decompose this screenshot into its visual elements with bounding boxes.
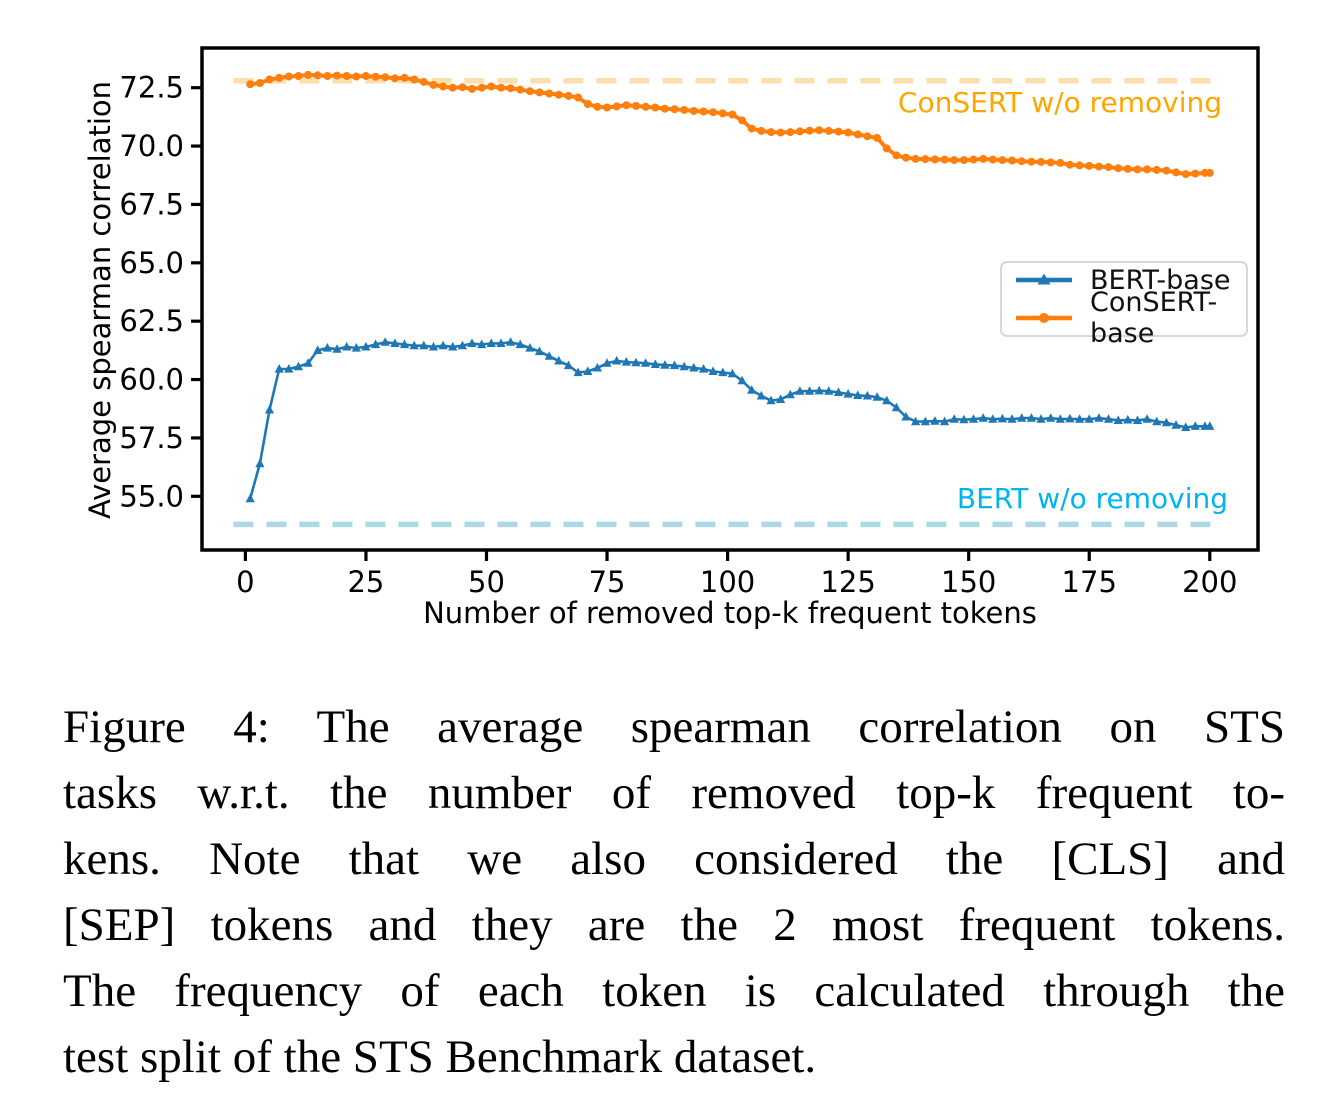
y-axis-ticks: 55.0 57.5 60.0 62.5 65.0 67.5 70.0 72.5 — [119, 71, 202, 513]
x-tick-label-75: 75 — [589, 565, 626, 599]
x-tick-label-25: 25 — [347, 565, 384, 599]
x-tick-label-175: 175 — [1062, 565, 1117, 599]
chart: 0 25 50 75 100 125 150 175 200 55.0 57.5 60.0 62.5 65… — [83, 46, 1260, 630]
x-tick-label-125: 125 — [820, 565, 875, 599]
plot-svg: 0 25 50 75 100 125 150 175 200 55.0 57.5 60.0 62.5 65… — [119, 46, 1260, 599]
x-axis-label: Number of removed top-k frequent tokens — [423, 596, 1037, 630]
consert-base-line-marker-swatch — [1016, 313, 1072, 323]
caption-line-1: Figure 4: The average spearman correlati… — [63, 701, 1285, 753]
caption-line-2: tasks w.r.t. the number of removed top-k… — [63, 767, 1285, 819]
consert-baseline-annotation: ConSERT w/o removing — [897, 86, 1222, 119]
legend-label-consert-base: ConSERT-base — [1090, 287, 1218, 349]
y-tick-label-72.5: 72.5 — [119, 71, 184, 105]
caption-line-6: test split of the STS Benchmark dataset. — [63, 1031, 817, 1083]
y-axis-label: Average spearman correlation — [83, 80, 117, 520]
x-axis-ticks: 0 25 50 75 100 125 150 175 200 — [236, 550, 1237, 599]
y-tick-label-62.5: 62.5 — [119, 304, 184, 338]
x-tick-label-200: 200 — [1182, 565, 1237, 599]
bert-base-line-marker-swatch — [1016, 273, 1072, 285]
y-tick-label-57.5: 57.5 — [119, 421, 184, 455]
caption-line-3: kens. Note that we also considered the [… — [63, 833, 1285, 885]
x-tick-label-100: 100 — [700, 565, 755, 599]
y-tick-label-70: 70.0 — [119, 129, 184, 163]
y-tick-label-65: 65.0 — [119, 246, 184, 280]
y-tick-label-67.5: 67.5 — [119, 187, 184, 221]
figure-caption: Figure 4: The average spearman correlati… — [63, 694, 1285, 1090]
plot-border — [200, 46, 1260, 552]
legend-item-consert-base: ConSERT-base — [1012, 287, 1246, 349]
series-markers-1 — [246, 70, 1214, 179]
bert-baseline-annotation: BERT w/o removing — [956, 482, 1228, 515]
legend-label-bert-base: BERT-base — [1090, 264, 1231, 296]
x-tick-label-50: 50 — [468, 565, 505, 599]
legend: BERT-base ConSERT-base — [1000, 261, 1248, 349]
caption-line-4: [SEP] tokens and they are the 2 most fre… — [63, 899, 1285, 951]
caption-line-5: The frequency of each token is calculate… — [63, 965, 1285, 1017]
x-tick-label-0: 0 — [236, 565, 254, 599]
series-line-0 — [248, 340, 1210, 499]
y-tick-label-55: 55.0 — [119, 479, 184, 513]
x-tick-label-150: 150 — [941, 565, 996, 599]
series-markers-0 — [245, 337, 1215, 503]
legend-item-bert-base: BERT-base — [1012, 263, 1246, 297]
y-tick-label-60: 60.0 — [119, 363, 184, 397]
